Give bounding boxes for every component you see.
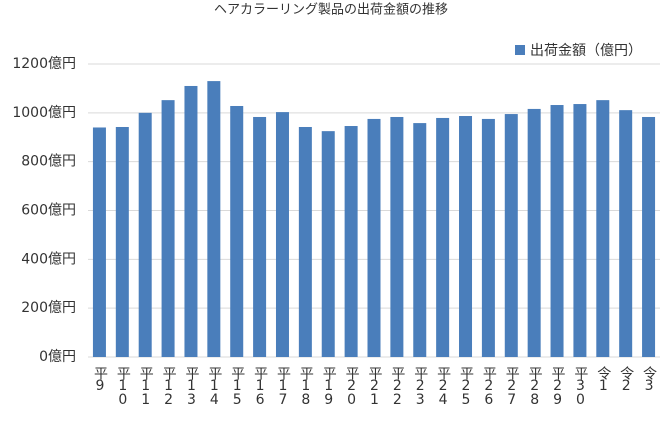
bar — [596, 100, 610, 358]
bar — [321, 131, 335, 357]
y-tick-label: 200億円 — [21, 300, 76, 316]
y-tick-label: 1200億円 — [12, 56, 76, 72]
x-tick-label: 平9 — [91, 366, 108, 392]
legend-swatch — [515, 45, 525, 55]
bar — [230, 105, 244, 357]
x-tick-label: 令3 — [641, 366, 658, 392]
bar — [527, 108, 541, 357]
x-tick-label: 平28 — [526, 366, 543, 406]
x-tick-label: 平24 — [435, 366, 452, 406]
bar — [275, 112, 289, 357]
y-tick-label: 0億円 — [39, 349, 76, 365]
bar — [619, 110, 633, 358]
bar — [390, 116, 404, 358]
x-tick-label: 平19 — [320, 366, 337, 406]
x-tick-label: 平23 — [412, 366, 429, 406]
x-tick-label: 平12 — [160, 366, 177, 406]
y-tick-label: 400億円 — [21, 251, 76, 267]
x-tick-label: 平27 — [503, 366, 520, 406]
x-tick-label: 平13 — [183, 366, 200, 406]
x-tick-label: 平29 — [549, 366, 566, 406]
bar — [344, 126, 358, 357]
x-tick-label: 平18 — [297, 366, 314, 406]
bar — [138, 112, 152, 357]
bar — [459, 116, 473, 357]
bar — [207, 81, 221, 357]
x-tick-label: 平10 — [114, 366, 131, 406]
bar — [92, 127, 106, 357]
bar — [573, 104, 587, 357]
x-tick-label: 平15 — [229, 366, 246, 406]
bar — [161, 100, 175, 358]
bar — [115, 126, 129, 358]
x-tick-label: 平26 — [480, 366, 497, 406]
bar — [184, 85, 198, 357]
bar — [504, 114, 518, 357]
x-tick-label: 令2 — [618, 366, 635, 392]
x-tick-label: 平30 — [572, 366, 589, 406]
y-tick-label: 800億円 — [21, 154, 76, 170]
bar — [413, 123, 427, 357]
x-tick-label: 平17 — [274, 366, 291, 406]
x-tick-label: 平22 — [389, 366, 406, 406]
bar — [550, 105, 564, 358]
y-tick-label: 1000億円 — [12, 105, 76, 121]
legend-label: 出荷金額（億円） — [530, 43, 642, 59]
bar — [253, 116, 267, 358]
bar — [481, 118, 495, 357]
x-tick-label: 平25 — [458, 366, 475, 406]
x-tick-label: 平14 — [206, 366, 223, 406]
bar — [642, 116, 656, 358]
chart-title: ヘアカラーリング製品の出荷金額の推移 — [214, 2, 448, 18]
x-tick-label: 平16 — [252, 366, 269, 406]
x-tick-label: 令1 — [595, 366, 612, 392]
bar — [367, 118, 381, 357]
y-tick-label: 600億円 — [21, 203, 76, 219]
x-tick-label: 平11 — [137, 366, 154, 406]
bar — [436, 117, 450, 357]
x-tick-label: 平20 — [343, 366, 360, 406]
bar — [298, 126, 312, 358]
x-tick-label: 平21 — [366, 366, 383, 406]
